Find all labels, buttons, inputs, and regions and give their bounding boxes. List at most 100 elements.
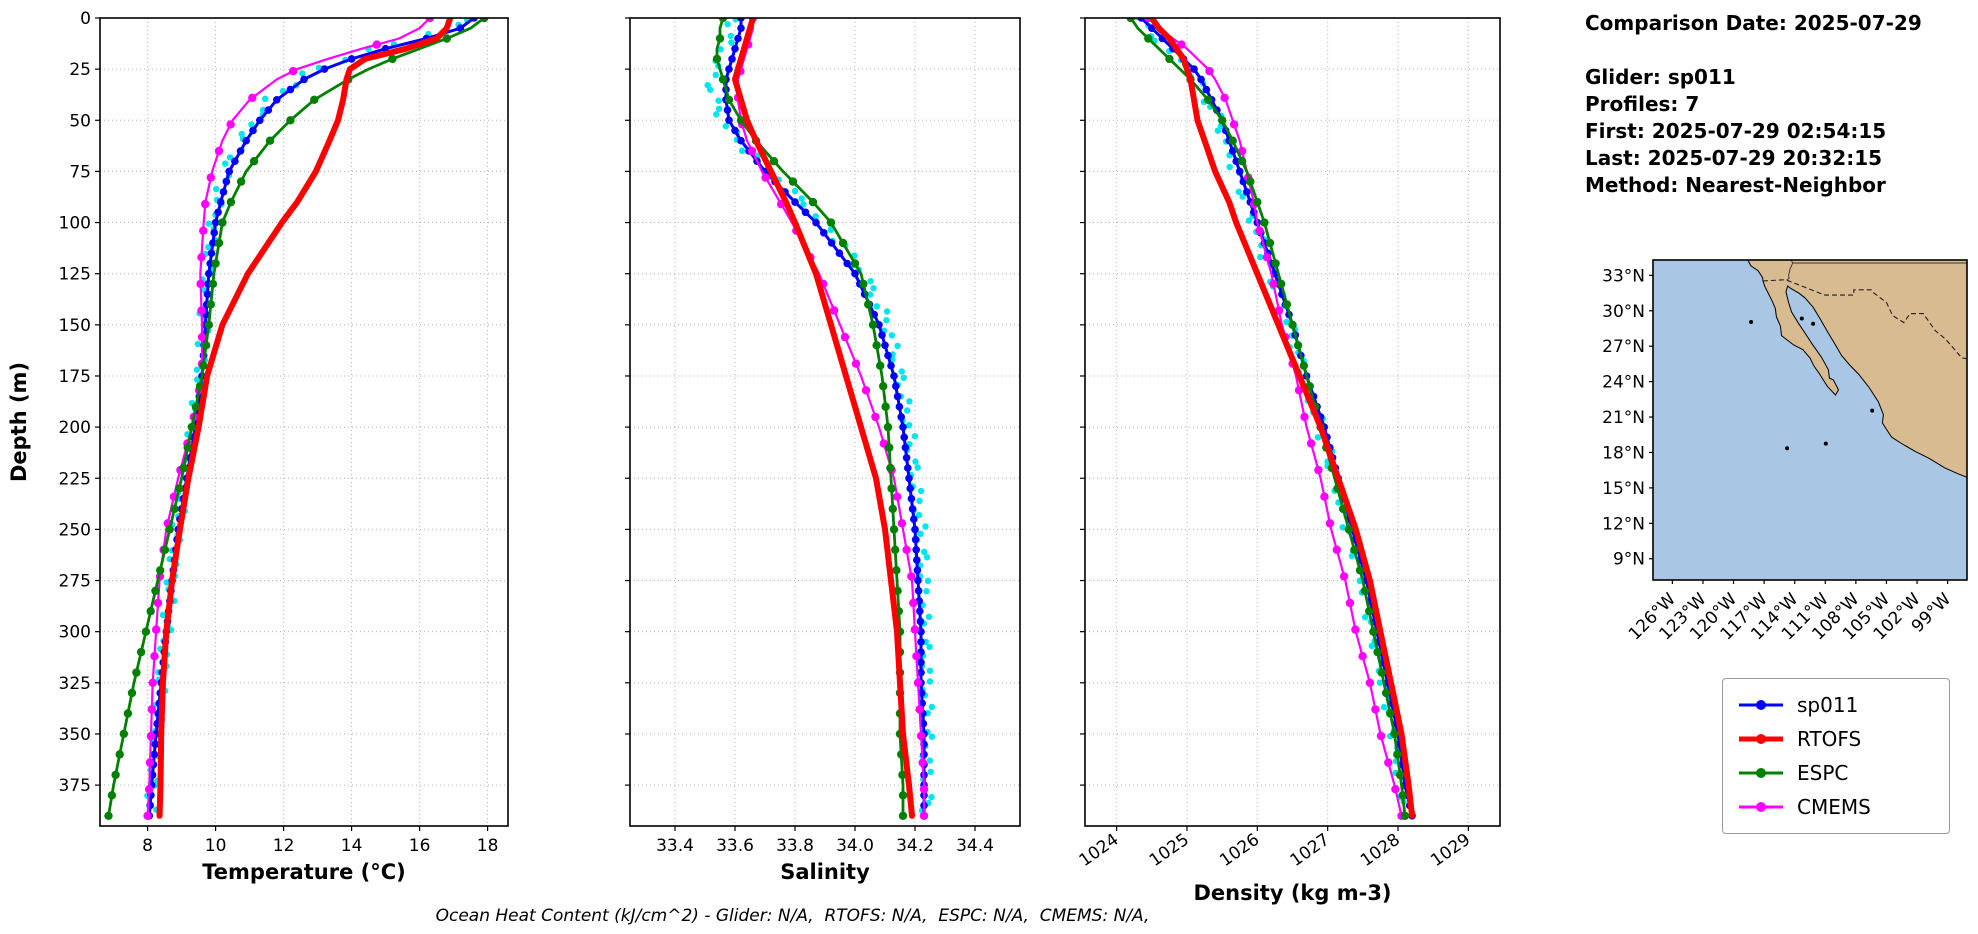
legend-label: RTOFS <box>1797 727 1862 751</box>
series-marker <box>911 535 920 544</box>
series-marker <box>144 785 154 794</box>
first-profile-time: First: 2025-07-29 02:54:15 <box>1585 119 1887 143</box>
series-marker <box>1203 95 1213 105</box>
series-marker <box>926 678 934 685</box>
series-marker <box>145 758 155 767</box>
series-layer <box>104 18 489 820</box>
series-marker <box>1348 552 1356 560</box>
series-marker <box>919 811 929 820</box>
series-line <box>1129 18 1407 818</box>
series-marker <box>1368 642 1376 650</box>
series-marker <box>1365 607 1374 616</box>
series-marker <box>1377 668 1387 677</box>
series-marker <box>1255 226 1264 235</box>
series-marker <box>1384 758 1393 767</box>
y-tick-label: 100 <box>59 214 91 234</box>
legend-label: sp011 <box>1797 693 1859 717</box>
x-tick-label: 1024 <box>1076 830 1123 871</box>
series-marker <box>1395 770 1405 780</box>
series-marker <box>170 504 179 514</box>
series-marker <box>895 402 904 411</box>
series-marker <box>1398 791 1407 800</box>
series-marker <box>1390 729 1399 739</box>
interpolation-method: Method: Nearest-Neighbor <box>1585 173 1886 197</box>
series-marker <box>203 290 212 299</box>
series-marker <box>201 199 210 209</box>
series-marker <box>907 494 916 503</box>
series-CMEMS <box>143 18 434 820</box>
ocean-heat-content-note: Ocean Heat Content (kJ/cm^2) - Glider: N… <box>435 906 1150 926</box>
series-marker <box>1126 18 1135 23</box>
series-marker <box>1260 218 1269 227</box>
series-CMEMS <box>1144 18 1406 820</box>
legend-item-RTOFS: RTOFS <box>1737 722 1935 756</box>
series-marker <box>1257 253 1264 261</box>
series-marker <box>861 386 871 395</box>
series-marker <box>1253 197 1262 207</box>
series-marker <box>1228 147 1237 155</box>
series-marker <box>724 21 731 28</box>
map-group: 33°N30°N27°N24°N21°N18°N15°N12°N9°N126°W… <box>1602 259 1968 644</box>
series-marker <box>207 249 216 257</box>
series-marker <box>909 598 918 608</box>
series-marker <box>1237 146 1247 156</box>
x-axis-label: Salinity <box>780 860 870 884</box>
series-marker <box>892 566 901 575</box>
series-sp011 <box>722 18 928 820</box>
series-marker <box>843 259 851 268</box>
series-marker <box>127 688 137 698</box>
series-marker <box>911 525 919 534</box>
series-marker <box>904 407 911 414</box>
series-marker <box>738 147 746 155</box>
series-marker <box>918 758 927 767</box>
series-marker <box>236 177 246 186</box>
series-marker <box>1360 586 1370 595</box>
map-features <box>1747 260 1967 478</box>
x-tick-label: 1025 <box>1146 830 1193 871</box>
series-marker <box>1345 598 1355 608</box>
series-marker <box>851 359 861 368</box>
series-RTOFS <box>732 18 915 819</box>
series-marker <box>872 341 881 350</box>
series-marker <box>1235 188 1243 195</box>
series-marker <box>898 368 905 375</box>
series-marker <box>216 198 225 206</box>
series-marker <box>104 811 113 820</box>
series-marker <box>1232 157 1240 165</box>
series-marker <box>160 545 170 554</box>
series-marker <box>1320 492 1329 501</box>
series-marker <box>1371 705 1380 714</box>
series-marker <box>205 243 212 251</box>
series-marker <box>1362 614 1369 621</box>
series-marker <box>107 791 117 800</box>
series-marker <box>1228 136 1237 145</box>
legend-marker <box>1756 700 1766 710</box>
series-marker <box>801 208 810 217</box>
series-line <box>1148 18 1416 819</box>
series-marker <box>866 291 874 298</box>
series-marker <box>899 423 907 431</box>
series-marker <box>906 484 914 493</box>
series-marker <box>111 770 120 780</box>
series-marker <box>141 627 151 636</box>
x-tick-label: 33.6 <box>716 836 754 856</box>
series-marker <box>1306 439 1316 448</box>
legend-item-CMEMS: CMEMS <box>1737 790 1935 824</box>
series-marker <box>300 75 308 84</box>
series-marker <box>893 392 902 401</box>
y-tick-label: 0 <box>80 9 91 29</box>
series-marker <box>791 187 799 195</box>
y-tick-label: 200 <box>59 418 91 438</box>
series-marker <box>211 259 220 268</box>
series-marker <box>388 54 397 64</box>
series-marker <box>286 85 295 94</box>
map-lat-label: 21°N <box>1602 408 1645 428</box>
series-marker <box>917 530 924 537</box>
series-marker <box>891 545 900 554</box>
series-marker <box>146 607 155 616</box>
series-marker <box>1229 120 1239 129</box>
series-marker <box>213 185 220 193</box>
series-marker <box>906 398 913 405</box>
series-marker <box>1355 566 1365 575</box>
series-marker <box>707 86 714 93</box>
